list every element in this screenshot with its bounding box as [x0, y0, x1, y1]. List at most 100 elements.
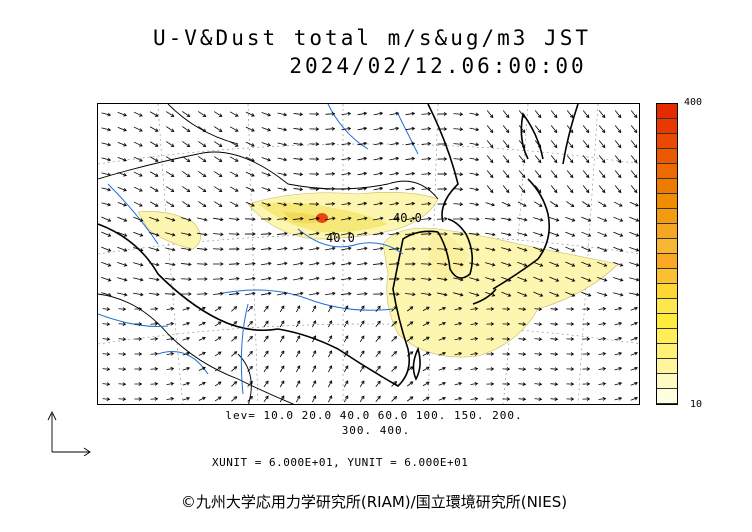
wind-arrow [245, 126, 255, 132]
wind-arrow-head [236, 247, 240, 251]
wind-arrow-head [172, 292, 176, 297]
wind-arrow [231, 336, 237, 342]
wind-arrow-head [474, 321, 479, 326]
wind-arrow-head [107, 202, 112, 207]
wind-arrow [198, 171, 206, 177]
coast-kyushu [472, 288, 497, 305]
wind-arrow [117, 277, 127, 281]
wind-arrow-head [507, 293, 512, 297]
wind-arrow-head [603, 218, 608, 222]
wind-arrow [533, 246, 543, 252]
wind-arrow [182, 126, 190, 132]
wind-arrow-head [204, 262, 208, 267]
wind-arrow-head [393, 350, 398, 355]
wind-arrow [550, 338, 558, 340]
wind-arrow [534, 353, 542, 355]
wind-arrow [341, 187, 351, 191]
wind-arrow-head [444, 216, 448, 221]
wind-arrow-head [443, 187, 448, 191]
wind-arrow-head [475, 277, 480, 282]
wind-arrow-head [315, 231, 320, 236]
wind-arrow-head [267, 127, 271, 132]
wind-arrow-head [459, 202, 464, 207]
wind-arrow [581, 291, 591, 297]
wind-arrow-head [155, 233, 160, 237]
wind-arrow-head [233, 396, 238, 400]
wind-arrow-head [539, 293, 544, 297]
wind-arrow-head [634, 366, 638, 371]
wind-arrow [198, 156, 206, 162]
wind-arrow-head [332, 291, 336, 296]
wind-arrow-head [186, 351, 191, 356]
wind-arrow [501, 201, 511, 207]
wind-arrow-head [265, 350, 269, 355]
wind-arrow-head [299, 112, 304, 117]
wind-arrow-head [283, 261, 288, 266]
wind-arrow [598, 338, 606, 340]
colorbar-step [657, 314, 677, 329]
wind-arrow-head [444, 277, 448, 282]
wind-arrow [328, 335, 332, 343]
coast-taiwan [412, 346, 421, 381]
wind-arrow [453, 113, 463, 115]
wind-arrow-head [331, 216, 336, 221]
wind-arrow-head [268, 217, 272, 221]
wind-arrow-head [474, 336, 479, 341]
wind-arrow-head [393, 365, 398, 370]
wind-arrow-head [475, 142, 480, 147]
wind-arrow [389, 187, 399, 191]
wind-arrow-head [537, 174, 542, 179]
wind-arrow-head [171, 218, 176, 222]
wind-arrow [277, 157, 287, 161]
wind-arrow [517, 291, 527, 297]
wind-arrow [550, 155, 558, 163]
wind-arrow [292, 218, 304, 220]
wind-arrow [614, 322, 622, 326]
wind-arrow [325, 217, 335, 221]
wind-arrow-head [587, 278, 592, 282]
wind-arrow [630, 397, 638, 401]
wind-arrow [420, 233, 432, 235]
wind-arrow [454, 352, 462, 356]
wind-arrow [518, 353, 526, 355]
wind-arrow-head [442, 396, 446, 401]
wind-arrow-head [409, 336, 414, 340]
wind-arrow [277, 202, 287, 206]
wind-arrow-head [217, 336, 222, 340]
wind-arrow-head [570, 382, 575, 386]
wind-arrow [357, 232, 367, 236]
wind-arrow-head [265, 335, 269, 340]
wind-arrow [420, 278, 432, 280]
wind-arrow-head [603, 233, 608, 237]
wind-arrow [598, 125, 606, 133]
wind-arrow-head [265, 305, 269, 310]
wind-arrow-head [154, 203, 159, 207]
wind-arrow [486, 185, 494, 193]
wind-arrow-head [170, 203, 175, 207]
wind-arrow [149, 262, 159, 266]
wind-arrow-head [571, 293, 576, 297]
wind-arrow [517, 261, 527, 267]
wind-arrow-head [171, 247, 176, 252]
wind-arrow-head [361, 350, 365, 355]
coast-korea [437, 218, 474, 279]
wind-arrow-head [570, 307, 575, 311]
wind-arrow-head [234, 158, 239, 162]
wind-arrow-head [475, 293, 480, 297]
wind-arrow-head [409, 351, 414, 355]
wind-arrow-head [571, 218, 576, 222]
wind-arrow [501, 247, 511, 251]
wind-arrow [180, 263, 192, 265]
wind-arrow [312, 350, 316, 358]
wind-arrow-head [312, 380, 317, 384]
wind-arrow [375, 351, 381, 357]
wind-arrow [597, 276, 607, 282]
wind-arrow-head [505, 159, 510, 164]
wind-arrow [149, 156, 159, 162]
wind-arrow-head [475, 187, 480, 192]
wind-arrow [582, 170, 590, 178]
wind-arrow-head [123, 202, 127, 207]
wind-arrow [629, 277, 639, 281]
wind-arrow [244, 248, 256, 250]
wind-arrow [214, 396, 222, 402]
